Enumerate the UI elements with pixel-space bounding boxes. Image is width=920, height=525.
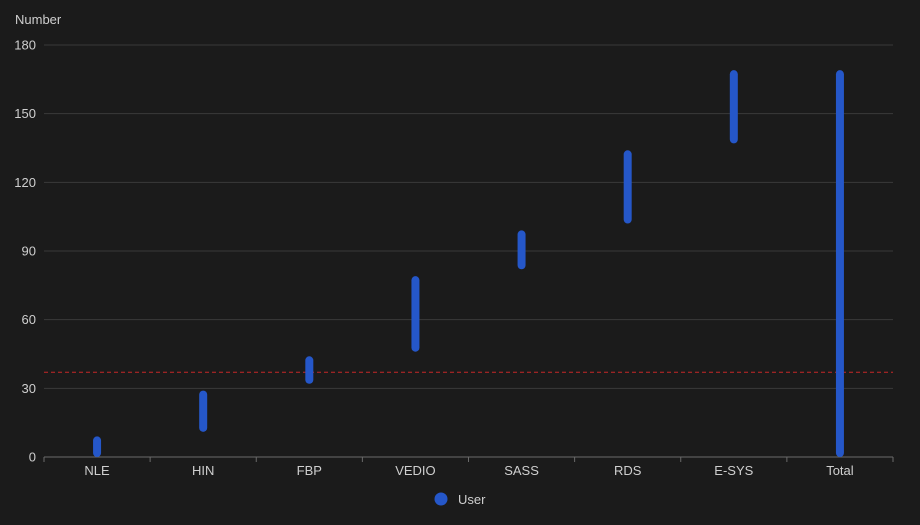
y-tick-label: 120 bbox=[14, 175, 36, 190]
y-tick-label: 90 bbox=[22, 244, 36, 259]
y-tick-label: 30 bbox=[22, 381, 36, 396]
range-bar-nle[interactable] bbox=[93, 436, 102, 457]
range-bar-hin[interactable] bbox=[199, 390, 208, 432]
x-tick-label: FBP bbox=[297, 463, 322, 478]
y-tick-label: 180 bbox=[14, 38, 36, 53]
legend-marker-user[interactable] bbox=[434, 492, 448, 506]
x-tick-label: HIN bbox=[192, 463, 214, 478]
y-tick-labels: 0 30 60 90 120 150 180 bbox=[14, 38, 36, 465]
bars-layer bbox=[93, 70, 844, 457]
range-bar-total[interactable] bbox=[835, 70, 844, 457]
range-bar-vedio[interactable] bbox=[411, 276, 420, 352]
x-tick-label: VEDIO bbox=[395, 463, 435, 478]
range-bar-rds[interactable] bbox=[623, 150, 632, 224]
legend-label-user[interactable]: User bbox=[458, 492, 486, 507]
y-tick-label: 150 bbox=[14, 106, 36, 121]
y-tick-label: 60 bbox=[22, 312, 36, 327]
y-axis-title: Number bbox=[15, 12, 62, 27]
y-tick-label: 0 bbox=[29, 450, 36, 465]
legend[interactable]: User bbox=[434, 492, 487, 507]
x-tick-labels: NLE HIN FBP VEDIO SASS RDS E-SYS Total bbox=[84, 463, 853, 478]
x-tick-label: RDS bbox=[614, 463, 642, 478]
grid-layer bbox=[43, 44, 894, 462]
x-tick-label: SASS bbox=[504, 463, 539, 478]
x-tick-label: E-SYS bbox=[714, 463, 753, 478]
x-tick-label: NLE bbox=[84, 463, 110, 478]
x-tick-label: Total bbox=[826, 463, 854, 478]
range-bar-sass[interactable] bbox=[517, 230, 526, 270]
range-bar-fbp[interactable] bbox=[305, 356, 314, 384]
range-bar-e-sys[interactable] bbox=[729, 70, 738, 144]
